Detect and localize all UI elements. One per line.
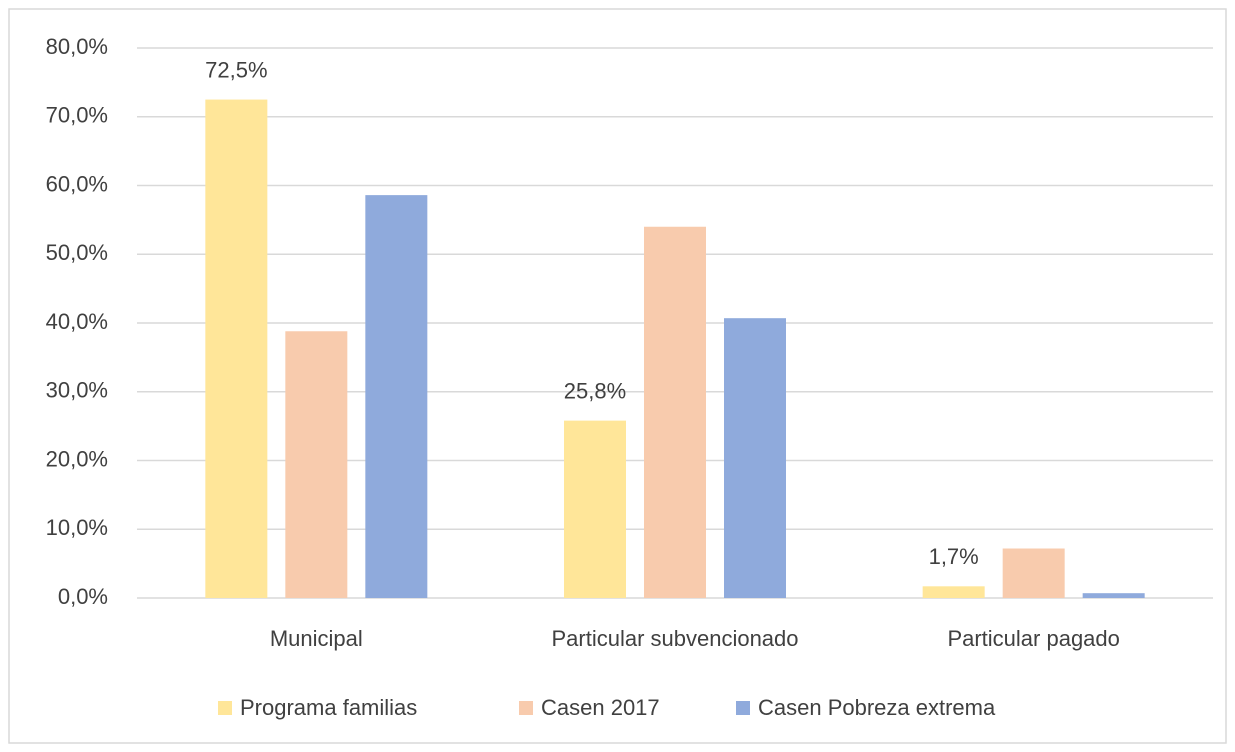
bar [285,331,348,598]
x-tick-label: Particular pagado [947,626,1119,651]
legend-swatch [519,701,533,715]
legend-swatch [218,701,232,715]
bar [922,586,985,598]
bar [205,99,268,598]
x-tick-label: Municipal [270,626,363,651]
x-tick-label: Particular subvencionado [551,626,798,651]
y-tick-label: 80,0% [46,34,108,59]
bar [724,318,786,598]
y-tick-label: 70,0% [46,103,108,128]
legend-label: Programa familias [240,695,417,720]
y-tick-label: 10,0% [46,515,108,540]
bar [365,195,428,598]
legend-swatch [736,701,750,715]
y-tick-label: 50,0% [46,240,108,265]
legend-label: Casen 2017 [541,695,660,720]
bar [564,420,626,598]
y-tick-label: 60,0% [46,171,108,196]
bar [1082,593,1145,598]
bar [644,226,706,598]
data-label: 25,8% [564,378,626,403]
legend-label: Casen Pobreza extrema [758,695,996,720]
data-label: 1,7% [929,544,979,569]
bar [1002,548,1065,598]
y-tick-label: 20,0% [46,446,108,471]
y-tick-label: 40,0% [46,309,108,334]
y-tick-label: 30,0% [46,378,108,403]
data-label: 72,5% [205,57,267,82]
y-tick-label: 0,0% [58,584,108,609]
